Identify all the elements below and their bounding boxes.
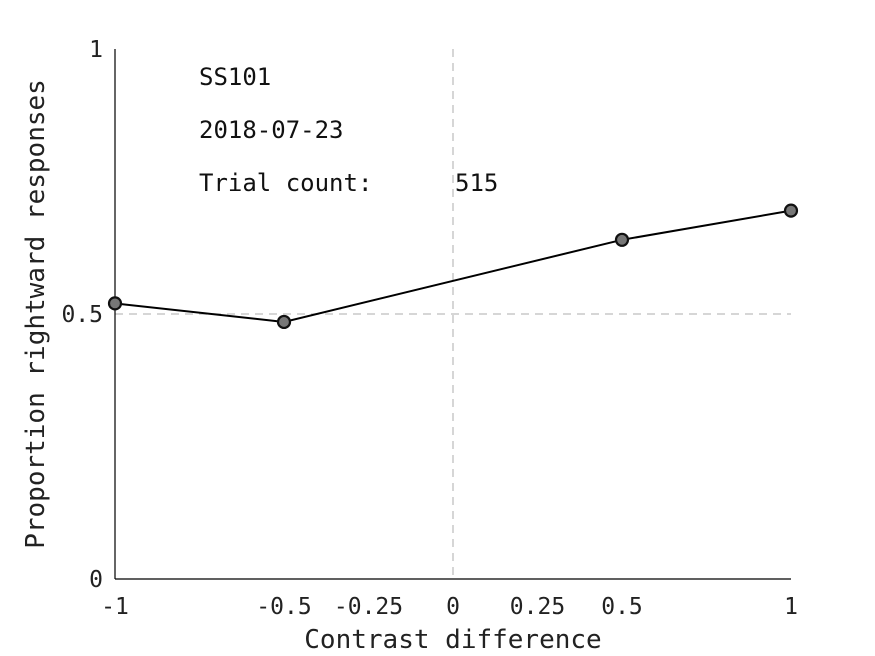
x-tick-label: 0 (446, 594, 460, 620)
y-axis-label: Proportion rightward responses (21, 79, 51, 549)
y-tick-label: 1 (89, 37, 103, 63)
data-point (276, 314, 292, 330)
series-layer (107, 203, 799, 330)
axes (114, 49, 791, 580)
x-tick-label: 0.25 (510, 594, 565, 620)
x-tick-label: -0.25 (334, 594, 403, 620)
data-point (107, 296, 123, 311)
x-tick-label: 0.5 (601, 594, 643, 620)
y-tick-labels: 00.51 (61, 37, 103, 593)
date-annotation: 2018-07-23 (199, 116, 344, 144)
x-tick-labels: -1 -0.5 -0.25 0 0.25 0.5 1 (101, 594, 798, 620)
trial-count-label: Trial count: (199, 169, 372, 197)
x-tick-label: -0.5 (256, 594, 311, 620)
y-tick-label: 0.5 (61, 302, 103, 328)
x-tick-label: -1 (101, 594, 129, 620)
trial-count-value: 515 (455, 169, 498, 197)
x-tick-label: 1 (784, 594, 798, 620)
subject-annotation: SS101 (199, 63, 271, 91)
reference-lines (115, 49, 791, 579)
series-line (114, 209, 792, 323)
y-tick-label: 0 (89, 567, 103, 593)
x-axis-label: Contrast difference (304, 625, 601, 655)
data-point (614, 232, 630, 247)
data-point (783, 203, 799, 218)
